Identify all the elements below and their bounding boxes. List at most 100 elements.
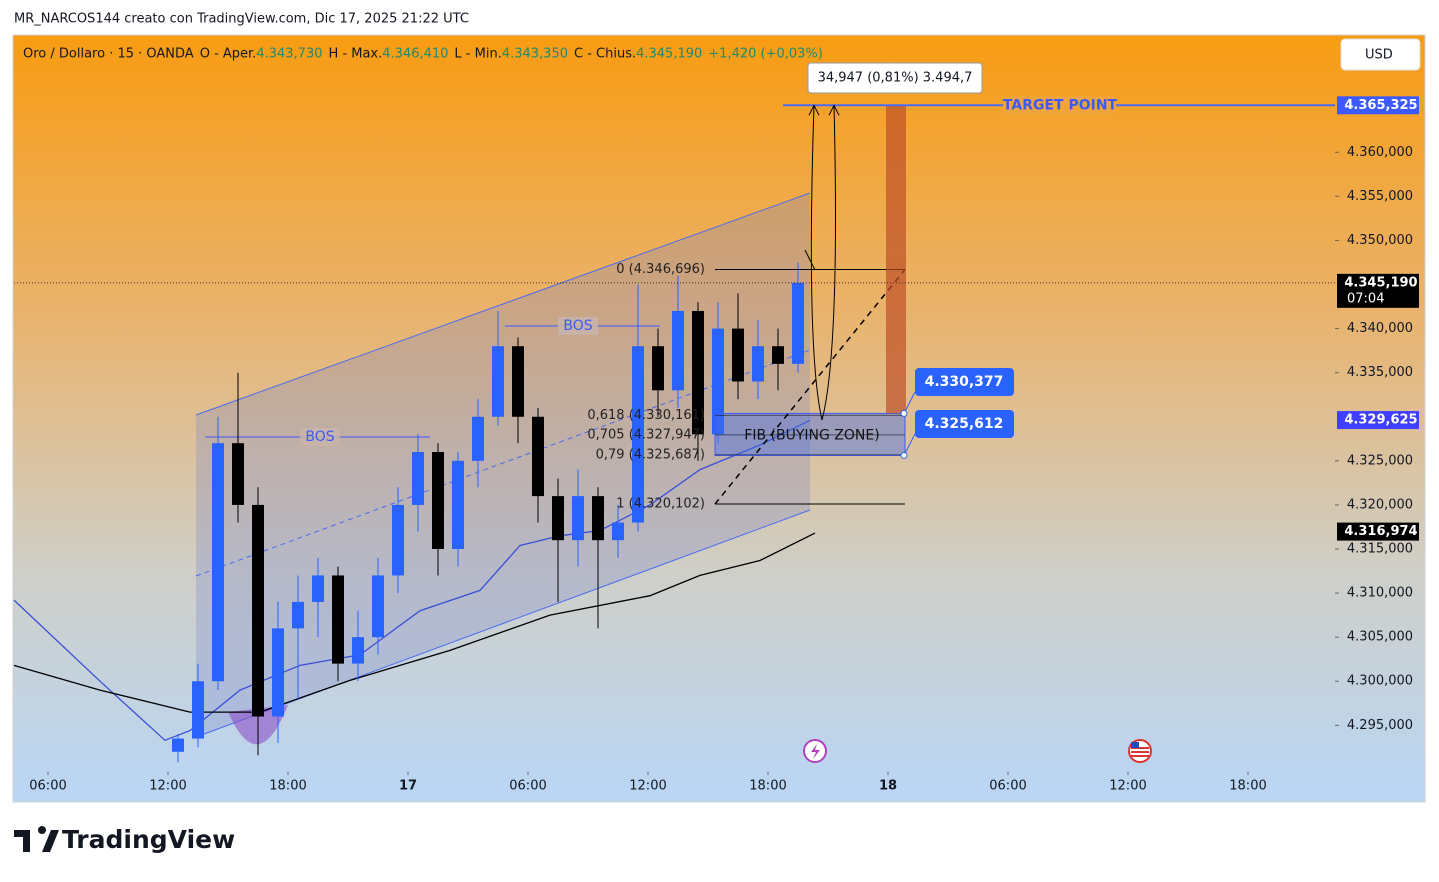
- currency-button[interactable]: [1340, 38, 1421, 71]
- y-tick-label: 4.315,000: [1347, 541, 1413, 556]
- x-tick-label: 06:00: [29, 779, 66, 794]
- x-tick-label: 17: [399, 779, 417, 794]
- candle-body: [532, 416, 544, 497]
- x-tick-label: 12:00: [629, 779, 666, 794]
- y-tick-label: 4.325,000: [1347, 453, 1413, 468]
- candle-body: [752, 346, 764, 382]
- candle-body: [612, 522, 624, 541]
- ohlc-label: O - Aper.: [200, 47, 257, 62]
- ohlc-value: 4.346,410: [382, 47, 448, 62]
- candle-body: [472, 416, 484, 461]
- channel: [196, 193, 810, 737]
- candle-body: [592, 496, 604, 541]
- candle-body: [672, 310, 684, 391]
- y-tick-label: 4.300,000: [1347, 674, 1413, 689]
- candle-body: [332, 575, 344, 664]
- x-tick-label: 18:00: [749, 779, 786, 794]
- y-tick-label: 4.355,000: [1347, 189, 1413, 204]
- zone-tag-label: 4.325,612: [925, 416, 1004, 432]
- candle-body: [572, 496, 584, 541]
- x-tick-label: 06:00: [989, 779, 1026, 794]
- x-tick-label: 06:00: [509, 779, 546, 794]
- target-label: TARGET POINT: [1003, 97, 1118, 113]
- change: +1,420 (+0,03%): [708, 47, 823, 62]
- y-tick-label: 4.310,000: [1347, 586, 1413, 601]
- candle-body: [372, 575, 384, 638]
- bos-label: BOS: [563, 318, 592, 334]
- channel-mid: [195, 349, 811, 577]
- candle-body: [632, 346, 644, 523]
- tradingview-logo: [14, 826, 59, 852]
- candle-body: [252, 504, 264, 717]
- candle-body: [712, 328, 724, 435]
- candle-body: [212, 443, 224, 682]
- ohlc-value: 4.343,350: [502, 47, 568, 62]
- y-tick-label: 4.320,000: [1347, 497, 1413, 512]
- y-tick-label: 4.350,000: [1347, 233, 1413, 248]
- candle-body: [452, 460, 464, 549]
- fib-label: 0,705 (4.327,947): [587, 427, 705, 442]
- zone-tag-anchor: [900, 409, 908, 417]
- price-tag: [1337, 96, 1419, 115]
- candle-body: [272, 628, 284, 717]
- ohlc-label: C - Chius.: [574, 47, 636, 62]
- projection-arrows: [804, 104, 840, 421]
- channel-top: [195, 192, 811, 416]
- fib-label: 0,79 (4.325,687): [596, 447, 705, 462]
- zone-tag-pointer: [903, 433, 916, 456]
- candle-body: [732, 328, 744, 382]
- symbol: Oro / Dollaro · 15 · OANDA: [23, 47, 194, 62]
- x-tick-label: 18:00: [269, 779, 306, 794]
- y-tick-label: 4.340,000: [1347, 321, 1413, 336]
- fib-label: 0 (4.346,696): [616, 262, 705, 277]
- price-tag-label: 4.316,974: [1344, 524, 1417, 539]
- brand: TradingView: [62, 825, 235, 854]
- x-tick-label: 18:00: [1229, 779, 1266, 794]
- currency: USD: [1365, 48, 1393, 63]
- bos-bg: [300, 428, 340, 446]
- zone-tag-pointer: [903, 391, 916, 414]
- fib-label: 0,618 (4.330,161): [587, 408, 705, 423]
- candle-body: [292, 601, 304, 629]
- y-tick-label: 4.295,000: [1347, 718, 1413, 733]
- candle-body: [552, 496, 564, 541]
- x-tick-label: 12:00: [149, 779, 186, 794]
- event-icon-bolt: [811, 744, 820, 759]
- moving-average: [13, 532, 816, 713]
- zone-tag-anchor: [900, 451, 908, 459]
- plot-area: BOS BOS 0 (4.346,696) 0,618 (4.330,161) 0,70…: [13, 62, 1419, 794]
- ohlc-value: 4.345,190: [636, 47, 702, 62]
- measure-box: [807, 62, 983, 94]
- price-tag: [1337, 522, 1419, 541]
- zone-tag-box: [915, 368, 1014, 396]
- candle-body: [192, 681, 204, 739]
- candle-body: [492, 346, 504, 417]
- fib-label: 1 (4.320,102): [616, 497, 705, 512]
- price-tag-label: 4.329,625: [1344, 413, 1417, 428]
- zone-tag-box: [915, 410, 1014, 438]
- candle-body: [652, 346, 664, 391]
- candle-body: [432, 452, 444, 549]
- price-tag: [1337, 273, 1419, 308]
- y-tick-label: 4.305,000: [1347, 630, 1413, 645]
- candle-body: [392, 504, 404, 576]
- price-tag: [1337, 411, 1419, 430]
- x-tick-label: 12:00: [1109, 779, 1146, 794]
- candle-body: [232, 443, 244, 505]
- bos-bg: [558, 317, 598, 335]
- candle-body: [792, 282, 804, 364]
- y-tick-label: 4.335,000: [1347, 365, 1413, 380]
- ohlc-label: H - Max.: [329, 47, 383, 62]
- candle-body: [352, 637, 364, 664]
- fib-zone-label: FIB (BUYING ZONE): [744, 427, 879, 443]
- candle-body: [772, 346, 784, 364]
- event-flag-canton: [1131, 742, 1139, 748]
- price-countdown: 07:04: [1347, 291, 1384, 306]
- ohlc-value: 4.343,730: [256, 47, 322, 62]
- ohlc-label: L - Min.: [454, 47, 501, 62]
- bos-label: BOS: [305, 429, 334, 445]
- candle-body: [312, 575, 324, 602]
- measure-label: 34,947 (0,81%) 3.494,7: [818, 71, 973, 86]
